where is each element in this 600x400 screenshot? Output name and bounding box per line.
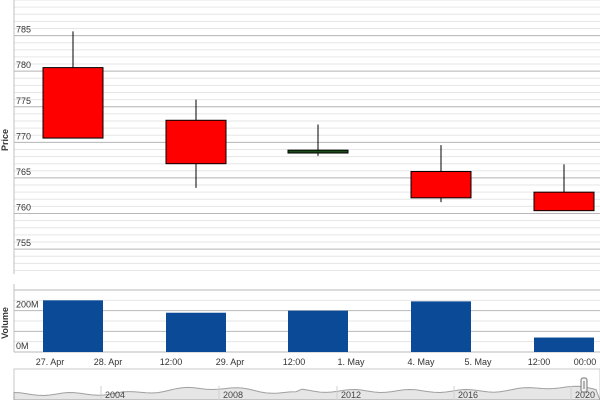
x-tick-label: 29. Apr — [216, 357, 245, 367]
price-axis-ticks: 755 760 765 770 775 780 785 — [16, 25, 31, 249]
candle-body — [287, 149, 349, 154]
navigator-year-label: 2004 — [105, 390, 125, 400]
navigator[interactable]: 2004 2008 2012 2016 2020 — [13, 368, 600, 400]
volume-axis-ticks: 0M 200M — [16, 300, 39, 351]
volume-tick-label: 0M — [16, 341, 29, 351]
volume-tick-label: 200M — [16, 300, 39, 310]
price-axis-label: Price — [0, 129, 10, 151]
candle-body — [533, 191, 595, 212]
navigator-year-label: 2008 — [223, 390, 243, 400]
volume-pane: 0M 200M Volume — [0, 284, 600, 353]
x-tick-label: 00:00 — [574, 357, 597, 367]
navigator-year-label: 2016 — [458, 390, 478, 400]
price-tick-label: 760 — [16, 203, 31, 213]
price-tick-label: 770 — [16, 131, 31, 141]
candle-body — [410, 171, 472, 199]
price-tick-label: 755 — [16, 238, 31, 248]
price-grid — [13, 0, 600, 274]
volume-bar — [43, 300, 103, 352]
x-tick-label: 12:00 — [528, 357, 551, 367]
x-tick-label: 12:00 — [283, 357, 306, 367]
x-tick-label: 1. May — [337, 357, 365, 367]
price-tick-label: 775 — [16, 96, 31, 106]
candle-body — [42, 67, 104, 139]
volume-series — [43, 300, 594, 352]
volume-axis-label: Volume — [0, 307, 10, 339]
x-tick-label: 27. Apr — [36, 357, 65, 367]
x-tick-label: 5. May — [464, 357, 492, 367]
candle-body — [165, 119, 227, 165]
price-tick-label: 785 — [16, 25, 31, 35]
x-axis-ticks: 27. Apr 28. Apr 12:00 29. Apr 12:00 1. May 4. … — [36, 357, 597, 367]
volume-bar — [534, 337, 594, 352]
volume-bar — [166, 312, 226, 352]
x-tick-label: 28. Apr — [94, 357, 123, 367]
x-tick-label: 12:00 — [160, 357, 183, 367]
candlestick-series — [42, 31, 595, 212]
navigator-year-label: 2020 — [575, 390, 595, 400]
navigator-year-label: 2012 — [341, 390, 361, 400]
x-tick-label: 4. May — [407, 357, 435, 367]
navigator-year-labels: 2004 2008 2012 2016 2020 — [100, 386, 595, 400]
volume-bar — [411, 301, 471, 352]
price-tick-label: 780 — [16, 60, 31, 70]
price-tick-label: 765 — [16, 167, 31, 177]
volume-bar — [288, 310, 348, 352]
price-pane: 755 760 765 770 775 780 785 Price — [0, 0, 600, 274]
